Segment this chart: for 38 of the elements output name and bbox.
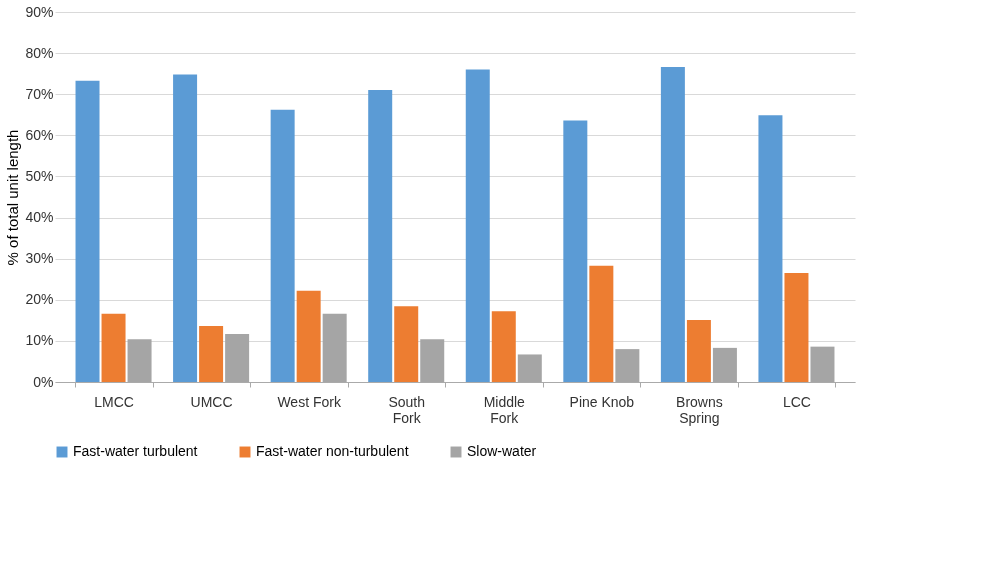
x-tick-label: LMCC <box>94 393 134 410</box>
y-tick-label: 20% <box>25 291 54 308</box>
y-tick-label: 40% <box>25 209 54 226</box>
y-tick-label: 50% <box>25 167 54 184</box>
y-tick-label: 60% <box>25 126 54 143</box>
legend-label: Fast-water turbulent <box>73 443 198 459</box>
bar <box>75 80 100 382</box>
x-tick-label: Middle Fork <box>483 393 526 426</box>
bar <box>660 67 685 382</box>
bar <box>270 109 295 382</box>
x-tick-label: UMCC <box>190 393 233 410</box>
bar <box>563 120 588 382</box>
x-tick-label: South Fork <box>388 393 426 426</box>
x-tick-label: Browns Spring <box>676 393 723 426</box>
y-tick-label: 0% <box>33 373 54 390</box>
y-tick-label: 80% <box>25 44 54 61</box>
bar <box>173 74 198 382</box>
y-tick-label: 30% <box>25 250 54 267</box>
y-tick-label: 70% <box>25 85 54 102</box>
bar <box>465 69 490 382</box>
bar <box>394 306 419 382</box>
x-tick-label: Pine Knob <box>569 393 635 410</box>
bar <box>491 311 516 382</box>
x-tick-label: West Fork <box>277 393 342 410</box>
bar <box>199 326 224 382</box>
y-tick-label: 90% <box>25 3 54 20</box>
bar <box>368 90 393 382</box>
y-axis-title: % of total unit length <box>4 129 22 266</box>
bar <box>784 273 809 382</box>
bar <box>296 290 321 382</box>
bar <box>758 115 783 382</box>
bar <box>101 313 126 382</box>
bar <box>686 319 711 382</box>
y-tick-label: 10% <box>25 332 54 349</box>
x-tick-label: LCC <box>782 393 811 410</box>
bar <box>589 265 614 382</box>
legend-label: Fast-water non-turbulent <box>256 443 409 459</box>
legend-label: Slow-water <box>467 443 537 459</box>
